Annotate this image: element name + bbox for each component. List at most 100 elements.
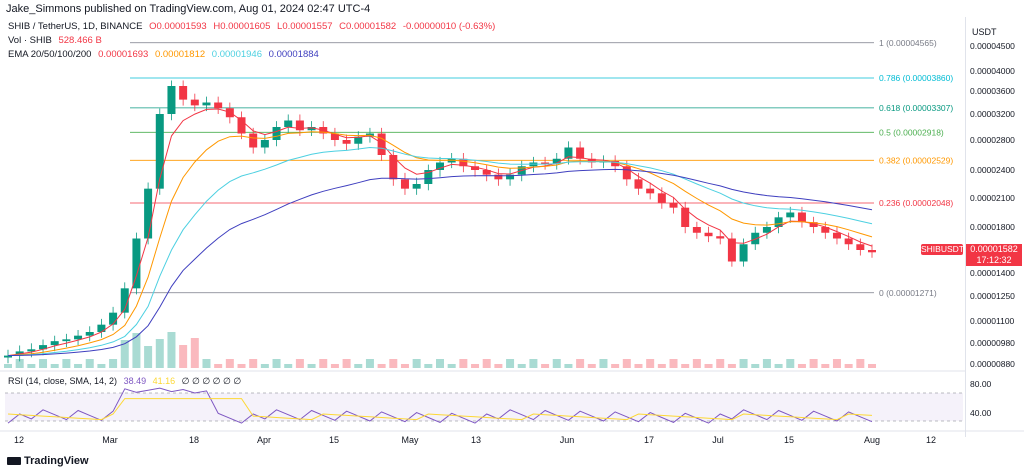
volume-bar-59: [692, 359, 701, 368]
volume-bar-39: [459, 359, 468, 368]
open-value: O0.00001593: [149, 21, 207, 32]
price-tick-7: 0.00001800: [970, 222, 1015, 232]
ema100-value: 0.00001946: [211, 49, 262, 60]
candle-body-13: [155, 114, 164, 189]
volume-bar-8: [97, 364, 106, 368]
last-price: 0.00001582: [970, 244, 1018, 254]
rsi-na: ∅ ∅ ∅ ∅ ∅ ∅: [181, 376, 242, 386]
volume-bar-38: [447, 364, 456, 368]
fib-label-4: 0.382 (0.00002529): [879, 155, 953, 165]
volume-bar-53: [622, 359, 631, 368]
volume-bar-67: [786, 359, 795, 368]
candle-body-34: [400, 179, 409, 189]
candle-body-6: [74, 335, 83, 340]
volume-bar-68: [797, 364, 806, 368]
high-value: H0.00001605: [213, 21, 271, 32]
legend-ema: EMA 20/50/100/200 0.00001693 0.00001812 …: [8, 49, 323, 60]
volume-bar-2: [27, 364, 36, 368]
low-value: L0.00001557: [277, 21, 333, 32]
candle-body-26: [307, 127, 316, 131]
candle-body-16: [190, 99, 199, 106]
candle-body-67: [786, 212, 795, 218]
candle-body-25: [295, 120, 304, 131]
volume-bar-31: [365, 359, 374, 368]
candle-body-14: [167, 86, 176, 114]
volume-bar-44: [517, 364, 526, 368]
time-tick-3: Apr: [257, 435, 271, 445]
fib-label-2: 0.618 (0.00003307): [879, 103, 953, 113]
candle-body-30: [354, 136, 363, 144]
rsi-legend: RSI (14, close, SMA, 14, 2) 38.49 41.16 …: [8, 376, 245, 387]
volume-bar-23: [272, 359, 281, 368]
volume-bar-64: [751, 364, 760, 368]
brand-text: TradingView: [24, 455, 89, 467]
candle-body-69: [809, 222, 818, 227]
volume-bar-55: [646, 359, 655, 368]
volume-bar-47: [552, 359, 561, 368]
candle-body-32: [377, 133, 386, 155]
volume-bar-58: [681, 364, 690, 368]
candle-body-73: [856, 244, 865, 250]
volume-bar-52: [611, 364, 620, 368]
volume-bar-21: [249, 359, 258, 368]
candle-body-22: [260, 140, 269, 148]
time-tick-8: 17: [644, 435, 654, 445]
price-tick-5: 0.00002400: [970, 165, 1015, 175]
candle-body-21: [249, 133, 258, 148]
volume-bar-28: [330, 364, 339, 368]
ema200-value: 0.00001884: [268, 49, 319, 60]
volume-bar-72: [844, 364, 853, 368]
candle-body-4: [50, 341, 59, 346]
volume-bar-34: [400, 364, 409, 368]
candle-body-49: [576, 147, 585, 159]
volume-bar-69: [809, 359, 818, 368]
candle-body-10: [120, 288, 129, 313]
price-tick-6: 0.00002100: [970, 193, 1015, 203]
price-tick-0: 0.00004500: [970, 41, 1015, 51]
fib-label-0: 1 (0.00004565): [879, 38, 937, 48]
volume-bar-3: [39, 359, 48, 368]
price-tick-1: 0.00004000: [970, 66, 1015, 76]
candle-body-17: [202, 102, 211, 106]
price-axis[interactable]: [965, 17, 1024, 437]
volume-bar-1: [15, 359, 24, 368]
candle-body-70: [821, 227, 830, 233]
rsi-ma-line: [7, 398, 873, 421]
candle-body-42: [494, 174, 503, 180]
time-tick-4: 15: [329, 435, 339, 445]
candle-body-39: [459, 158, 468, 167]
ema50-line: [7, 131, 873, 357]
volume-bar-57: [669, 359, 678, 368]
tradingview-brand[interactable]: TradingView: [7, 455, 89, 467]
ema20-line: [7, 108, 873, 357]
time-tick-9: Jul: [712, 435, 724, 445]
candle-body-38: [447, 158, 456, 163]
volume-bar-27: [319, 359, 328, 368]
volume-bar-29: [342, 359, 351, 368]
candle-body-58: [681, 207, 690, 227]
candle-body-56: [657, 193, 666, 203]
time-tick-7: Jun: [560, 435, 575, 445]
volume-bar-54: [634, 364, 643, 368]
price-tick-10: 0.00001100: [970, 316, 1015, 326]
volume-bar-50: [587, 364, 596, 368]
volume-bar-43: [506, 359, 515, 368]
candle-body-52: [611, 161, 620, 167]
price-tick-8: 0.00001400: [970, 268, 1015, 278]
time-tick-6: 13: [471, 435, 481, 445]
change-value: -0.00000010 (-0.63%): [402, 21, 496, 32]
candle-body-3: [39, 345, 48, 350]
volume-bar-51: [599, 359, 608, 368]
currency-label: USDT: [972, 27, 997, 37]
volume-bar-25: [295, 359, 304, 368]
candle-body-37: [436, 162, 444, 170]
publisher-line: Jake_Simmons published on TradingView.co…: [6, 3, 371, 15]
candle-body-60: [704, 232, 713, 237]
candle-body-40: [471, 166, 480, 170]
ema20-value: 0.00001693: [98, 49, 149, 60]
candle-body-47: [552, 158, 561, 164]
price-tick-4: 0.00002800: [970, 135, 1015, 145]
candle-body-11: [132, 238, 141, 289]
candle-body-66: [774, 217, 783, 227]
